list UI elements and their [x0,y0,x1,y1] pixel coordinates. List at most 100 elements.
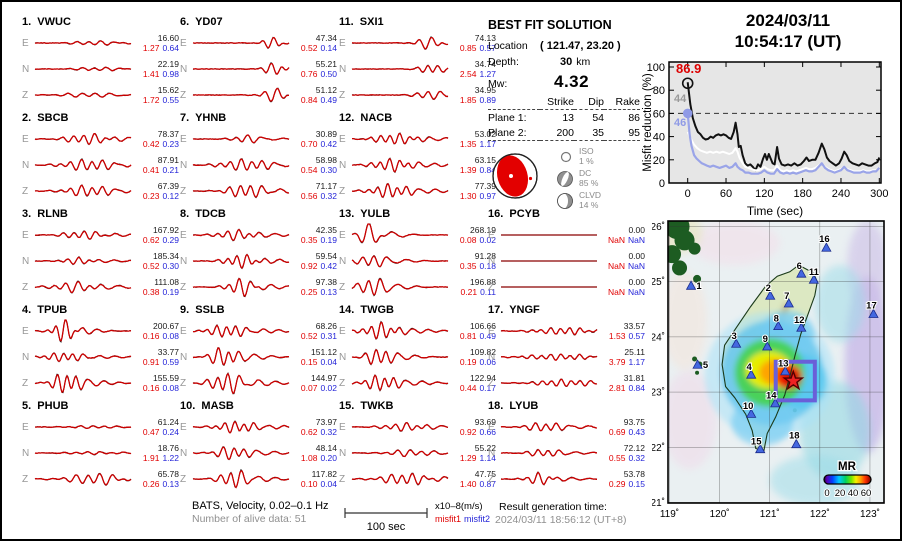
misfit1-value: 0.21 [460,287,478,297]
result-generation-time: 2024/03/11 18:56:12 (UT+8) [495,514,627,526]
misfit1-value: 1.41 [142,69,160,79]
misfit2-value: 0.64 [162,43,179,53]
trace-values: 0.00 NaN NaN [598,225,645,245]
peak-amplitude: 58.98 [315,155,337,165]
waveform-plot [351,348,449,366]
table-row: Plane 2: 200 35 95 [488,125,640,141]
trace-row: Z 117.82 0.10 0.04 [180,466,338,492]
misfit2-value: 0.31 [320,331,337,341]
waveform-plot [501,286,597,288]
station-block: 14. TWGB E 106.66 0.81 0.49 N 109.82 0.19… [339,304,497,400]
map-station-label: 7 [784,291,789,302]
event-time: 10:54:17 (UT) [734,32,842,51]
land-patch [695,370,700,375]
station-title: 2. SBCB [22,112,69,124]
waveform-plot [351,277,449,297]
misfit2-value: 0.02 [320,383,337,393]
svg-text:80: 80 [653,85,665,97]
misfit2-value: 0.15 [628,479,645,489]
trace-values: 53.78 0.29 0.15 [598,469,645,489]
trace-values: 51.12 0.84 0.49 [290,85,337,105]
waveform-plot [192,420,290,434]
station-block: 12. NACB E 53.02 1.35 1.17 N 63.15 1.39 0.… [339,112,497,208]
map-station-label: 18 [789,431,800,442]
misfit2-value: 0.19 [162,287,179,297]
lat-tick-label: 21˚ [652,497,665,509]
waveform-plot [34,184,132,197]
misfit2-value: 0.18 [479,261,496,271]
map-station-marker [746,408,757,418]
misfit-reduction-chart: 0 60 120 180 240 300 0 20 40 60 80 100 86.9 44 46 Time … [642,54,902,227]
component-label: N [339,63,347,75]
peak-amplitude: 144.97 [311,373,337,383]
misfit1-value: 2.81 [608,383,626,393]
trace-values: 97.38 0.25 0.13 [290,277,337,297]
peak-amplitude: 155.59 [153,373,179,383]
component-label: N [488,447,496,459]
source-region-box [773,359,817,403]
component-label: N [339,447,347,459]
clvd-label: CLVD [579,190,602,200]
component-label: Z [22,89,29,101]
depth-unit: km [576,56,591,68]
trace-values: 185.34 0.52 0.30 [132,251,179,271]
misfit1-value: 0.07 [300,383,318,393]
trace-row: N 48.14 1.08 0.20 [180,440,338,466]
misfit1-value: 0.69 [608,427,626,437]
annotation-46: 46 [674,117,686,129]
component-label: Z [339,473,346,485]
mw-label: Mw: [488,78,508,90]
misfit2-value: 0.84 [628,383,645,393]
misfit2-value: 0.02 [479,235,496,245]
waveform-plot [34,66,132,72]
clvd-beachball-icon [557,192,573,209]
misfit1-value: 0.52 [300,43,318,53]
station-title: 12. NACB [339,112,393,124]
component-label: E [22,133,29,145]
trace-row: N 109.82 0.19 0.06 [339,344,497,370]
misfit1-value: 0.70 [300,139,318,149]
waveform-plot [351,36,449,50]
waveform-plot [351,320,449,340]
misfit2-value: 0.20 [320,453,337,463]
peak-amplitude: 111.08 [154,277,179,287]
waveform-plot [501,234,597,236]
lat-tick-label: 22˚ [652,442,665,454]
peak-amplitude: 18.76 [157,443,179,453]
map-station-label: 11 [809,267,820,278]
misfit2-value: 0.98 [162,69,179,79]
component-label: E [339,325,346,337]
map-station-marker [730,338,742,348]
misfit2-value: 0.49 [479,331,496,341]
component-label: N [22,63,30,75]
map-station-marker [791,438,802,449]
misfit2-value: 0.50 [320,69,337,79]
misfit1-value: 0.47 [142,427,160,437]
location-label: Location [488,40,528,52]
peak-amplitude: 97.38 [315,277,337,287]
component-label: E [180,325,187,337]
trace-row: E 30.89 0.70 0.42 [180,126,338,152]
start-marker [681,77,694,90]
waveform-plot [35,425,132,430]
component-label: E [339,37,346,49]
trace-values: 71.17 0.56 0.32 [290,181,337,201]
component-label: Z [180,89,187,101]
station-block: 6. YD07 E 47.34 0.52 0.14 N 55.21 0.76 0.5… [180,16,338,112]
misfit2-value: 0.04 [320,357,337,367]
misfit2-value: 0.57 [479,43,496,53]
misfit1-legend: misfit1 [435,514,462,524]
plane1-strike: 13 [562,111,574,124]
trace-values: 0.00 NaN NaN [598,277,645,297]
misfit1-value: 0.08 [459,235,477,245]
map-station-marker [765,290,776,300]
trace-row: E 93.69 0.92 0.66 [339,414,497,440]
trace-row: N 87.91 0.41 0.21 [22,152,180,178]
component-label: E [22,421,29,433]
trace-values: 93.69 0.92 0.66 [449,417,496,437]
peak-amplitude: 106.66 [470,321,496,331]
map-station-marker [796,268,807,278]
trace-row: Z 144.97 0.07 0.02 [180,370,338,396]
